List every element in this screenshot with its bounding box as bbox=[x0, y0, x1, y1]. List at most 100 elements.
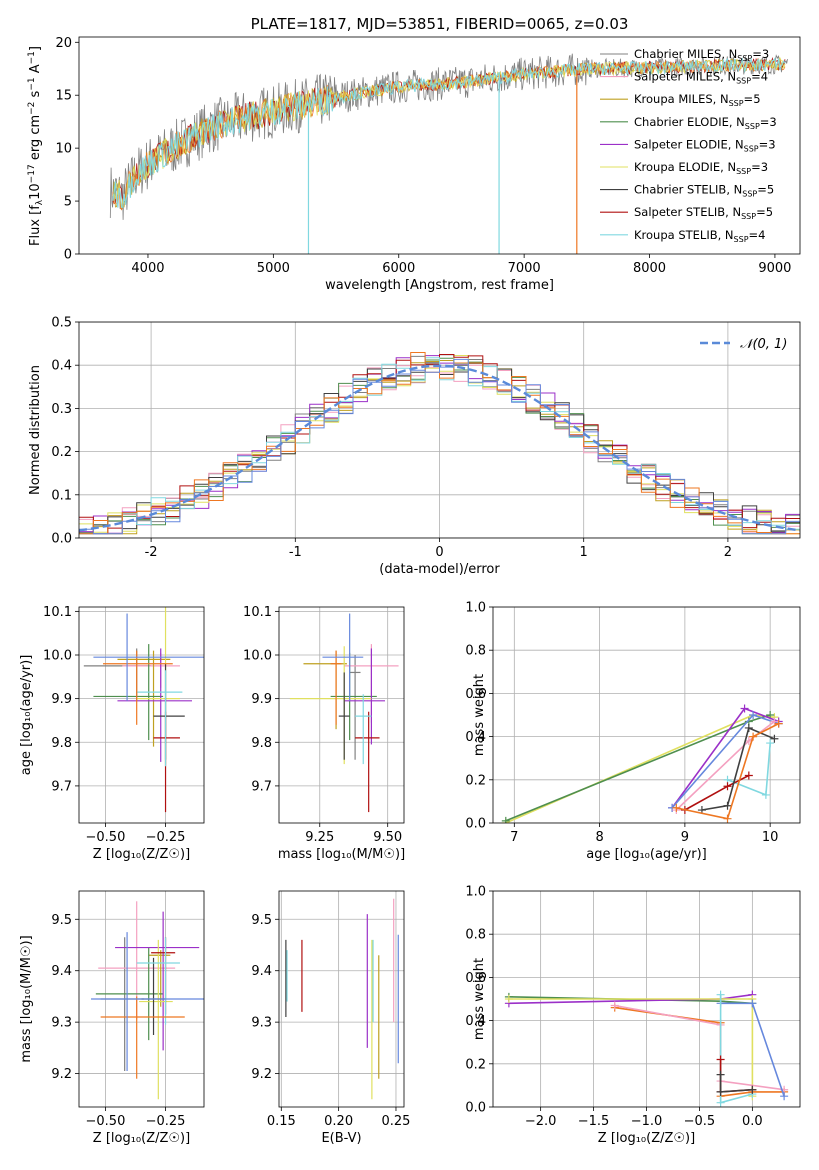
legend-n-eq: = bbox=[751, 160, 761, 174]
mass-weight-marker bbox=[716, 990, 725, 999]
mass_vs_EBV-xtick-label: 0.15 bbox=[267, 1114, 296, 1129]
legend-n-eq: = bbox=[756, 205, 766, 219]
massweight_vs_Z-xtick-label: −1.0 bbox=[631, 1114, 663, 1129]
mass_vs_EBV-frame bbox=[278, 890, 405, 1108]
spectrum-xlabel: wavelength [Angstrom, rest frame] bbox=[325, 278, 554, 293]
spectrum-ylabel-part: λ bbox=[35, 199, 45, 205]
mass-weight-marker bbox=[501, 816, 510, 823]
legend-name: Chabrier MILES bbox=[634, 47, 721, 61]
massweight_vs_age-axes: 7 8 9 10 0.0 0.2 0.4 0.6 0.8 1.0 age [log₁₀(age/yr… bbox=[465, 601, 801, 862]
mass-weight-marker bbox=[766, 739, 775, 748]
mass-weight-marker bbox=[744, 771, 753, 780]
legend-label: Salpeter MILES, NSSP=4 bbox=[634, 70, 768, 86]
massweight_vs_age-ytick-label: 0.0 bbox=[465, 817, 486, 832]
mass-weight-marker bbox=[723, 782, 732, 791]
spectrum-ylabel-part: ] bbox=[28, 46, 43, 51]
massweight_vs_Z-plot-area bbox=[493, 891, 800, 1107]
age_vs_Z-xtick-label: −0.50 bbox=[86, 830, 126, 845]
massweight_vs_age-ytick-label: 0.2 bbox=[465, 773, 486, 788]
legend-n-sub: SSP bbox=[741, 212, 756, 221]
massweight_vs_Z-xtick-label: −2.0 bbox=[525, 1114, 557, 1129]
residual-histogram-step bbox=[79, 357, 800, 535]
legend-n-sub: SSP bbox=[736, 167, 751, 176]
residuals-xtick-label: 0 bbox=[435, 545, 443, 560]
age_vs_Z-ytick-label: 10.0 bbox=[43, 649, 72, 664]
mass_vs_Z-axes: −0.50 −0.25 9.2 9.3 9.4 9.5 Z [log₁₀(Z/Z☉)] mas… bbox=[19, 890, 205, 1146]
massweight_vs_age-ytick-label: 0.8 bbox=[465, 644, 486, 659]
mass-weight-marker bbox=[723, 814, 732, 823]
spectrum-ylabel: Flux [fλ10−17 erg cm−2 s−1 A−1] bbox=[27, 46, 45, 246]
mass_vs_EBV-xtick-label: 0.20 bbox=[324, 1114, 353, 1129]
legend-n-sub: SSP bbox=[734, 235, 749, 244]
legend-n-sub: SSP bbox=[737, 54, 752, 63]
legend-name: Kroupa ELODIE bbox=[634, 160, 720, 174]
age_vs_mass-ytick-label: 9.9 bbox=[251, 692, 272, 707]
residuals-ylabel: Normed distribution bbox=[28, 365, 43, 495]
legend-name: Kroupa MILES bbox=[634, 92, 713, 106]
age_vs_mass-ytick-label: 10.1 bbox=[243, 605, 272, 620]
age_vs_mass-xtick-label: 9.25 bbox=[305, 830, 334, 845]
mass-weight-marker bbox=[749, 711, 758, 719]
residuals-axes: -2 -1 0 1 2 0.0 0.1 0.2 0.3 0.4 0.5 (data-model)/er… bbox=[28, 316, 801, 577]
spectrum-xtick-label: 9000 bbox=[758, 261, 791, 276]
massweight_vs_Z-ytick-label: 0.6 bbox=[465, 971, 486, 986]
age_vs_mass-frame bbox=[278, 606, 405, 824]
mass-weight-line bbox=[719, 994, 753, 1104]
legend-name: Salpeter MILES bbox=[634, 70, 720, 84]
age_vs_mass-axes: 9.25 9.50 9.7 9.8 9.9 10.0 10.1 mass [log₁₀(M/M… bbox=[243, 605, 405, 862]
massweight_vs_age-xlabel: age [log₁₀(age/yr)] bbox=[586, 847, 707, 862]
legend-label: Chabrier MILES, NSSP=3 bbox=[634, 47, 769, 63]
mass-weight-marker bbox=[504, 995, 513, 1003]
legend-n-value: 3 bbox=[761, 160, 768, 174]
mass_vs_Z-frame bbox=[78, 890, 205, 1108]
spectrum-ytick-label: 15 bbox=[55, 89, 72, 104]
legend-n-prefix: , N bbox=[720, 70, 736, 84]
massweight_vs_Z-xtick-label: −1.5 bbox=[578, 1114, 610, 1129]
massweight_vs_age-xtick-label: 10 bbox=[762, 830, 779, 845]
massweight_vs_age-ylabel: mass weight bbox=[472, 674, 487, 756]
legend-name: Chabrier STELIB bbox=[634, 183, 726, 197]
spectrum-ylabel-part: −17 bbox=[27, 164, 37, 183]
legend-label: Kroupa STELIB, NSSP=4 bbox=[634, 228, 766, 244]
legend-name: Kroupa STELIB bbox=[634, 228, 718, 242]
mass_vs_Z-ytick-label: 9.4 bbox=[51, 964, 72, 979]
mass-weight-marker bbox=[774, 719, 783, 728]
spectrum-ylabel-part: −1 bbox=[27, 77, 37, 90]
mass-weight-marker bbox=[716, 1070, 725, 1079]
legend-name: Salpeter STELIB bbox=[634, 205, 725, 219]
mass-weight-line bbox=[508, 998, 754, 1097]
spectrum-frame bbox=[78, 36, 801, 255]
spectrum-xtick-label: 6000 bbox=[382, 261, 415, 276]
legend-n-prefix: , N bbox=[720, 160, 736, 174]
legend-n-value: 3 bbox=[768, 137, 775, 151]
residuals-xlabel: (data-model)/error bbox=[379, 562, 500, 577]
mass-weight-marker bbox=[744, 723, 753, 732]
mass-weight-marker bbox=[749, 732, 758, 741]
mass-weight-marker bbox=[770, 717, 779, 726]
massweight_vs_age-ytick-label: 0.6 bbox=[465, 687, 486, 702]
legend-n-prefix: , N bbox=[726, 183, 742, 197]
legend-name: Chabrier ELODIE bbox=[634, 115, 729, 129]
massweight_vs_age-ytick-label: 1.0 bbox=[465, 601, 486, 616]
residuals-xtick-label: 2 bbox=[724, 545, 732, 560]
model-spectrum-line bbox=[112, 57, 786, 208]
mass-weight-marker bbox=[740, 704, 749, 713]
residuals-plot-area bbox=[79, 322, 800, 538]
legend-n-eq: = bbox=[752, 47, 762, 61]
massweight_vs_Z-xlabel: Z [log₁₀(Z/Z☉)] bbox=[598, 1131, 695, 1146]
mass-weight-line bbox=[719, 1059, 753, 1093]
legend-name: Salpeter ELODIE bbox=[634, 137, 728, 151]
spectrum-ytick-label: 20 bbox=[55, 36, 72, 51]
residuals-ytick-label: 0.2 bbox=[51, 445, 72, 460]
massweight_vs_Z-ytick-label: 0.4 bbox=[465, 1014, 486, 1029]
mass_vs_EBV-axes: 0.15 0.20 0.25 9.2 9.3 9.4 9.5 E(B-V) bbox=[251, 890, 410, 1146]
legend-n-value: 4 bbox=[758, 228, 765, 242]
legend-label-normal: 𝒩(0, 1) bbox=[740, 337, 787, 352]
spectrum-plot-area bbox=[109, 53, 788, 254]
residuals-ytick-label: 0.4 bbox=[51, 359, 72, 374]
legend-n-prefix: , N bbox=[713, 92, 729, 106]
legend-label: Chabrier ELODIE, NSSP=3 bbox=[634, 115, 777, 131]
legend-n-eq: = bbox=[751, 70, 761, 84]
spectrum-ylabel-part: Flux [f bbox=[28, 205, 43, 246]
